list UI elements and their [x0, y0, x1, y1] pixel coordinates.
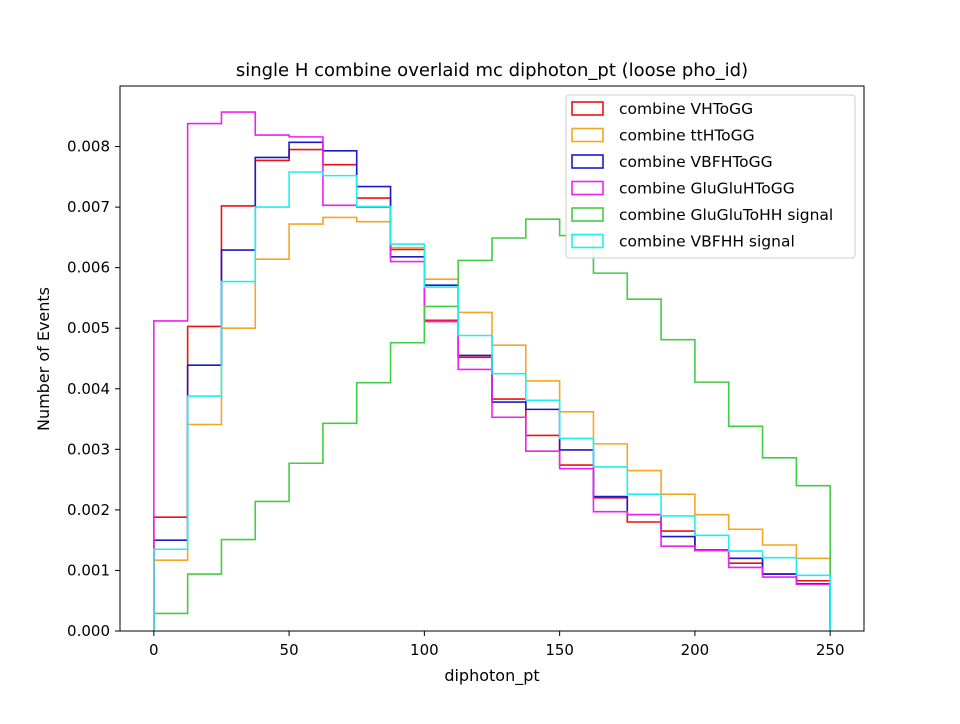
legend-label: combine GluGluHToGG	[619, 180, 795, 198]
y-tick-label: 0.007	[67, 198, 110, 216]
x-tick-label: 200	[681, 641, 710, 659]
y-tick-label: 0.000	[67, 622, 110, 640]
plot-frame	[119, 85, 865, 632]
legend-swatch	[571, 127, 604, 143]
legend: combine VHToGG combine ttHToGG combine VBF…	[565, 94, 856, 259]
x-tick-label: 250	[816, 641, 845, 659]
y-tick-label: 0.008	[67, 138, 110, 156]
y-axis-label: Number of Events	[34, 287, 53, 431]
legend-label: combine VBFHToGG	[619, 153, 773, 171]
x-tick-label: 0	[149, 641, 159, 659]
x-tick-label: 50	[280, 641, 299, 659]
axes-layer: 0 50 100 150 200 250 0.000 0.001 0.002 0.003 0.004…	[67, 85, 865, 659]
legend-swatch	[571, 154, 604, 169]
x-tick-label: 150	[545, 641, 574, 659]
legend-swatch	[571, 233, 604, 249]
legend-label: combine VBFHH signal	[619, 233, 795, 251]
legend-label: combine VHToGG	[619, 100, 753, 118]
x-tick-label: 100	[410, 641, 439, 659]
legend-box	[565, 94, 856, 259]
legend-label: combine GluGluToHH signal	[619, 206, 833, 224]
legend-swatch	[571, 180, 604, 196]
series-layer	[153, 111, 831, 631]
series-line-4	[153, 111, 831, 631]
y-tick-label: 0.005	[67, 319, 110, 337]
series-line-5	[153, 218, 831, 631]
series-line-6	[153, 171, 831, 631]
chart-title: single H combine overlaid mc diphoton_pt…	[236, 60, 748, 81]
y-tick-label: 0.004	[67, 380, 110, 398]
legend-swatch	[571, 207, 604, 222]
y-tick-label: 0.006	[67, 259, 110, 277]
y-tick-label: 0.003	[67, 440, 110, 458]
y-tick-label: 0.002	[67, 501, 110, 519]
x-axis-label: diphoton_pt	[444, 666, 539, 686]
y-tick-label: 0.001	[67, 561, 110, 579]
legend-label: combine ttHToGG	[619, 127, 755, 145]
legend-swatch	[571, 101, 604, 116]
